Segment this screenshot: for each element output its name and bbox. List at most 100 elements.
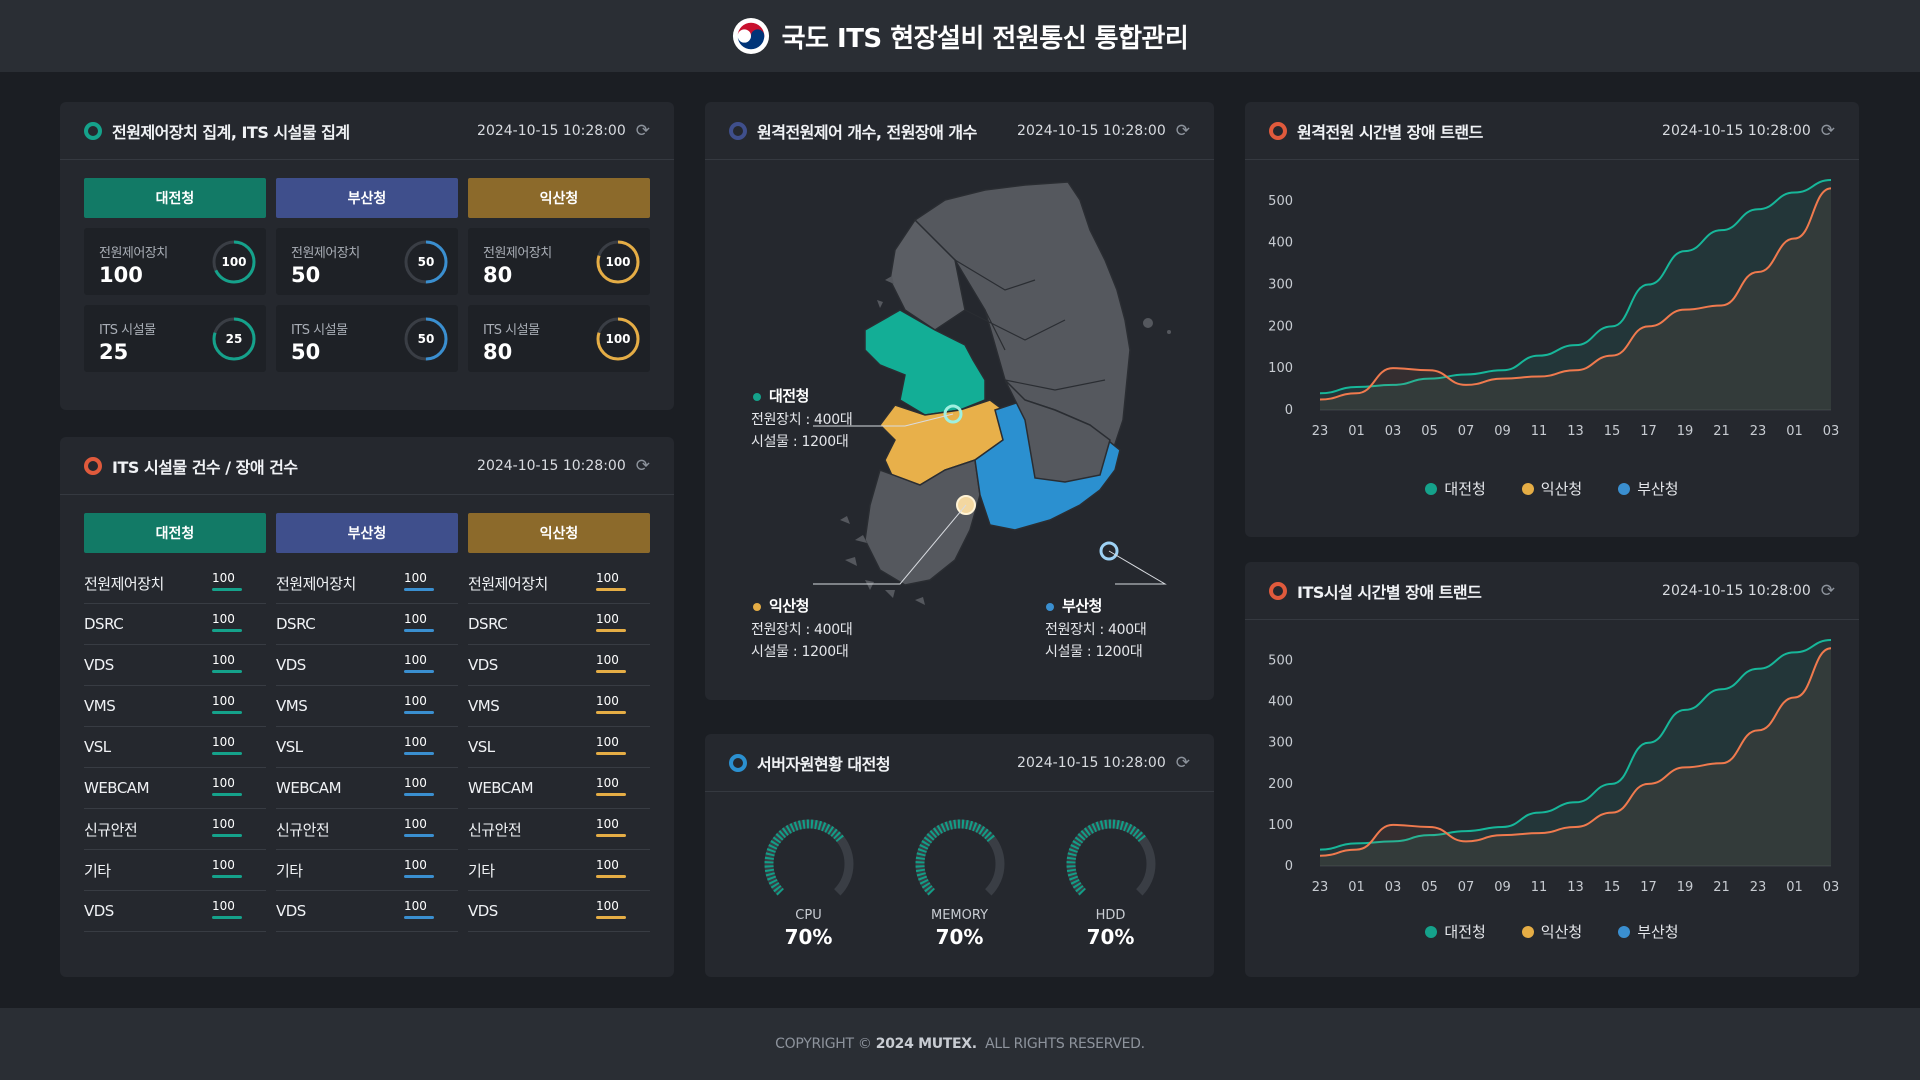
table-row[interactable]: VMS 100 bbox=[276, 686, 458, 727]
refresh-icon[interactable]: ⟳ bbox=[1175, 752, 1190, 773]
row-bar bbox=[596, 629, 626, 632]
table-row[interactable]: 기타 100 bbox=[84, 850, 266, 891]
row-bar bbox=[404, 629, 434, 632]
gauge-value: 70% bbox=[1086, 925, 1135, 949]
region-label-daejeon[interactable]: 대전청 bbox=[753, 385, 809, 406]
table-row[interactable]: VSL 100 bbox=[84, 727, 266, 768]
tab-daejeon[interactable]: 대전청 bbox=[84, 178, 266, 218]
table-row[interactable]: VMS 100 bbox=[468, 686, 650, 727]
legend-item-iksan[interactable]: 익산청 bbox=[1521, 478, 1582, 499]
region-label-busan[interactable]: 부산청 bbox=[1046, 595, 1102, 616]
x-tick-label: 05 bbox=[1421, 424, 1438, 439]
gauge-label: HDD bbox=[1095, 908, 1126, 923]
x-tick-label: 05 bbox=[1421, 880, 1438, 895]
legend-item-daejeon[interactable]: 대전청 bbox=[1425, 921, 1486, 942]
table-row[interactable]: VSL 100 bbox=[276, 727, 458, 768]
x-tick-label: 03 bbox=[1823, 424, 1840, 439]
refresh-icon[interactable]: ⟳ bbox=[635, 120, 650, 141]
y-tick-label: 300 bbox=[1268, 278, 1293, 293]
row-value: 100 bbox=[212, 817, 235, 831]
series-area-0 bbox=[1320, 640, 1831, 866]
x-tick-label: 03 bbox=[1385, 424, 1402, 439]
refresh-icon[interactable]: ⟳ bbox=[635, 455, 650, 476]
stat-card: ITS 시설물 80 100 bbox=[468, 305, 650, 372]
row-name: 기타 bbox=[468, 861, 495, 880]
series-line-1 bbox=[1319, 187, 1832, 401]
legend-item-busan[interactable]: 부산청 bbox=[1618, 921, 1679, 942]
tab-busan[interactable]: 부산청 bbox=[276, 178, 458, 218]
legend-item-iksan[interactable]: 익산청 bbox=[1521, 921, 1582, 942]
table-row[interactable]: VDS 100 bbox=[468, 891, 650, 932]
refresh-icon[interactable]: ⟳ bbox=[1175, 120, 1190, 141]
table-row[interactable]: 신규안전 100 bbox=[84, 809, 266, 850]
table-row[interactable]: WEBCAM 100 bbox=[84, 768, 266, 809]
panel-status-dot bbox=[1269, 121, 1287, 140]
x-tick-label: 01 bbox=[1348, 880, 1365, 895]
row-bar bbox=[596, 670, 626, 673]
panel-title: 서버자원현황 대전청 bbox=[757, 754, 891, 774]
panel-status-dot bbox=[729, 753, 747, 772]
row-bar bbox=[404, 916, 434, 919]
series-area-1 bbox=[1320, 648, 1831, 866]
table-row[interactable]: VMS 100 bbox=[84, 686, 266, 727]
table-row[interactable]: 전원제어장치 100 bbox=[84, 563, 266, 604]
server-resource-panel: 서버자원현황 대전청 2024-10-15 10:28:00 ⟳ CPU 70% M… bbox=[705, 734, 1214, 977]
refresh-icon[interactable]: ⟳ bbox=[1820, 580, 1835, 601]
y-tick-label: 0 bbox=[1285, 859, 1293, 874]
row-bar bbox=[596, 588, 626, 591]
table-row[interactable]: VDS 100 bbox=[84, 891, 266, 932]
table-row[interactable]: 신규안전 100 bbox=[468, 809, 650, 850]
table-row[interactable]: WEBCAM 100 bbox=[468, 768, 650, 809]
table-row[interactable]: 기타 100 bbox=[276, 850, 458, 891]
row-bar bbox=[404, 875, 434, 878]
tab-iksan[interactable]: 익산청 bbox=[468, 513, 650, 553]
table-row[interactable]: 기타 100 bbox=[468, 850, 650, 891]
its-trend-chart: 0 100 200 300 400 500 23 01 03 05 07 09 11 13 15 17 19 21… bbox=[1268, 639, 1839, 895]
table-row[interactable]: VDS 100 bbox=[276, 891, 458, 932]
legend-item-daejeon[interactable]: 대전청 bbox=[1425, 478, 1486, 499]
row-bar bbox=[212, 588, 242, 591]
table-row[interactable]: 전원제어장치 100 bbox=[468, 563, 650, 604]
marker-daejeon bbox=[943, 404, 963, 424]
row-bar bbox=[596, 752, 626, 755]
x-tick-label: 17 bbox=[1640, 424, 1657, 439]
table-row[interactable]: VSL 100 bbox=[468, 727, 650, 768]
row-value: 100 bbox=[596, 776, 619, 790]
table-row[interactable]: VDS 100 bbox=[276, 645, 458, 686]
row-value: 100 bbox=[212, 612, 235, 626]
panel-timestamp: 2024-10-15 10:28:00 bbox=[1017, 754, 1166, 771]
stat-value: 80 bbox=[483, 340, 513, 364]
marker-busan bbox=[1099, 541, 1119, 561]
row-bar bbox=[212, 711, 242, 714]
y-tick-label: 100 bbox=[1268, 361, 1293, 376]
gauge-label: CPU bbox=[795, 908, 822, 923]
table-row[interactable]: DSRC 100 bbox=[84, 604, 266, 645]
y-tick-label: 0 bbox=[1285, 403, 1293, 418]
row-value: 100 bbox=[404, 817, 427, 831]
gauge-fill bbox=[915, 819, 996, 896]
stat-ring-fill bbox=[212, 317, 256, 361]
table-row[interactable]: VDS 100 bbox=[84, 645, 266, 686]
table-row[interactable]: 신규안전 100 bbox=[276, 809, 458, 850]
table-row[interactable]: WEBCAM 100 bbox=[276, 768, 458, 809]
tab-busan[interactable]: 부산청 bbox=[276, 513, 458, 553]
region-label-iksan[interactable]: 익산청 bbox=[753, 595, 809, 616]
row-name: WEBCAM bbox=[276, 779, 342, 797]
table-row[interactable]: DSRC 100 bbox=[276, 604, 458, 645]
panel-timestamp: 2024-10-15 10:28:00 bbox=[1017, 122, 1166, 139]
y-tick-label: 300 bbox=[1268, 736, 1293, 751]
row-name: VDS bbox=[84, 902, 114, 920]
table-row[interactable]: VDS 100 bbox=[468, 645, 650, 686]
panel-title: ITS시설 시간별 장애 트랜드 bbox=[1297, 582, 1482, 602]
panel-status-dot bbox=[729, 121, 747, 140]
table-row[interactable]: DSRC 100 bbox=[468, 604, 650, 645]
series-line-0 bbox=[1319, 179, 1832, 395]
row-name: 신규안전 bbox=[276, 820, 330, 839]
gauge-dial bbox=[915, 819, 1004, 896]
refresh-icon[interactable]: ⟳ bbox=[1820, 120, 1835, 141]
tab-iksan[interactable]: 익산청 bbox=[468, 178, 650, 218]
legend-item-busan[interactable]: 부산청 bbox=[1618, 478, 1679, 499]
table-row[interactable]: 전원제어장치 100 bbox=[276, 563, 458, 604]
tab-daejeon[interactable]: 대전청 bbox=[84, 513, 266, 553]
